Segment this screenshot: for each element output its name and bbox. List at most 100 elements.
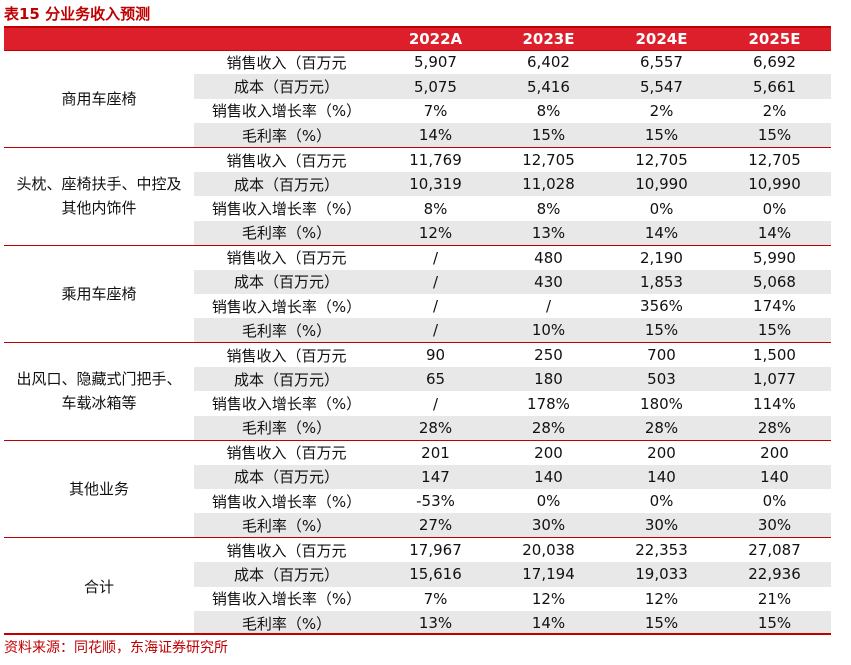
metric-label: 销售收入（百万元 xyxy=(194,342,379,368)
metric-label: 销售收入（百万元 xyxy=(194,147,379,172)
value-cell: 13% xyxy=(492,220,605,246)
metric-label: 毛利率（%） xyxy=(194,220,379,246)
metric-label: 毛利率（%） xyxy=(194,415,379,441)
category-label-line: 出风口、隐藏式门把手、 xyxy=(16,370,182,389)
header-blank-category xyxy=(4,28,194,50)
value-cell: 356% xyxy=(640,297,683,316)
value-cell: 180 xyxy=(492,367,605,392)
metric-label: 销售收入增长率（%） xyxy=(211,395,362,414)
value-cell: 147 xyxy=(379,464,492,490)
value-cell: 15% xyxy=(492,123,605,148)
value-cell: 8% xyxy=(423,199,448,218)
value-cell: 0% xyxy=(762,199,787,218)
value-cell: 14% xyxy=(605,220,718,246)
value-cell: 2% xyxy=(649,101,674,120)
table-row: 头枕、座椅扶手、中控及 其他内饰件 销售收入（百万元 11,769 12,705 12,7… xyxy=(4,147,831,246)
value-cell: 13% xyxy=(379,610,492,636)
value-cell: 14% xyxy=(492,610,605,636)
value-cell: 14% xyxy=(379,123,492,148)
category-label-line: 车载冰箱等 xyxy=(61,394,137,413)
value-cell: / xyxy=(545,297,552,316)
revenue-forecast-table: 2022A 2023E 2024E 2025E 商用车座椅 销售收入（百万元 5,9… xyxy=(4,28,831,636)
value-cell: 10% xyxy=(492,318,605,343)
value-cell: 27,087 xyxy=(718,537,831,563)
value-cell: 0% xyxy=(649,199,674,218)
table-row: 毛利率（%）/10% 15% 15% xyxy=(4,318,831,343)
value-cell: 7% xyxy=(423,101,448,120)
value-cell: 15% xyxy=(605,610,718,636)
metric-label: 销售收入增长率（%） xyxy=(211,200,362,219)
bottom-rule xyxy=(4,633,831,635)
value-cell: 12% xyxy=(379,220,492,246)
value-cell: 10,990 xyxy=(605,171,718,197)
value-cell: 8% xyxy=(536,199,561,218)
table-row: 销售收入增长率（%） 7% 8% 2% 2% xyxy=(4,99,831,123)
value-cell: 174% xyxy=(753,297,796,316)
value-cell: 30% xyxy=(718,513,831,538)
value-cell: 200 xyxy=(718,439,831,465)
value-cell: 1,853 xyxy=(605,269,718,294)
category-label-line: 头枕、座椅扶手、中控及 xyxy=(16,175,182,194)
value-cell: 65 xyxy=(379,367,492,392)
value-cell: 28% xyxy=(492,415,605,441)
metric-label: 销售收入增长率（%） xyxy=(211,297,362,316)
value-cell: 5,907 xyxy=(379,49,492,75)
table-row: 成本（百万元）/430 1,853 5,068 xyxy=(4,269,831,294)
category-label: 出风口、隐藏式门把手、 车载冰箱等 xyxy=(4,342,194,441)
value-cell: 2,190 xyxy=(605,244,718,270)
value-cell: 5,068 xyxy=(718,269,831,294)
value-cell: 0% xyxy=(762,492,787,511)
value-cell: 140 xyxy=(718,464,831,490)
value-cell: 0% xyxy=(649,492,674,511)
value-cell: 15% xyxy=(718,318,831,343)
category-label: 合计 xyxy=(4,537,194,636)
metric-label: 销售收入增长率（%） xyxy=(211,590,362,609)
value-cell: 430 xyxy=(492,269,605,294)
value-cell: 5,661 xyxy=(718,74,831,99)
value-cell: 1,500 xyxy=(718,342,831,368)
column-header: 2023E xyxy=(492,28,605,50)
value-cell: 5,416 xyxy=(492,74,605,99)
metric-label: 成本（百万元） xyxy=(194,74,379,99)
table-row: 销售收入增长率（%） -53% 0% 0% 0% xyxy=(4,489,831,513)
metric-label: 销售收入增长率（%） xyxy=(211,492,362,511)
category-label: 其他业务 xyxy=(4,439,194,538)
column-header: 2025E xyxy=(718,28,831,50)
value-cell: 27% xyxy=(379,513,492,538)
value-cell: -53% xyxy=(416,492,455,511)
value-cell: 700 xyxy=(605,342,718,368)
value-cell: 28% xyxy=(379,415,492,441)
value-cell: / xyxy=(379,269,492,294)
top-rule xyxy=(4,26,831,28)
category-label: 商用车座椅 xyxy=(4,49,194,148)
table-row: 乘用车座椅 销售收入（百万元/480 2,190 5,990 xyxy=(4,244,831,343)
value-cell: / xyxy=(379,318,492,343)
category-label: 头枕、座椅扶手、中控及 其他内饰件 xyxy=(4,147,194,246)
category-label-line: 其他业务 xyxy=(68,480,129,499)
category-label-line: 合计 xyxy=(83,577,114,596)
value-cell: 5,075 xyxy=(379,74,492,99)
table-row: 其他业务 销售收入（百万元 201 200 200 200 xyxy=(4,439,831,538)
value-cell: 250 xyxy=(492,342,605,368)
value-cell: / xyxy=(432,297,439,316)
metric-label: 成本（百万元） xyxy=(194,171,379,197)
table-row: 销售收入增长率（%） 8% 8% 0% 0% xyxy=(4,196,831,220)
header-row: 2022A 2023E 2024E 2025E xyxy=(4,28,831,50)
column-header: 2022A xyxy=(379,28,492,50)
metric-label: 成本（百万元） xyxy=(194,562,379,587)
value-cell: 5,990 xyxy=(718,244,831,270)
value-cell: 480 xyxy=(492,244,605,270)
value-cell: 180% xyxy=(640,394,683,413)
value-cell: 0% xyxy=(536,492,561,511)
metric-label: 销售收入（百万元 xyxy=(194,537,379,563)
category-label: 乘用车座椅 xyxy=(4,244,194,343)
value-cell: 1,077 xyxy=(718,367,831,392)
category-label-line: 乘用车座椅 xyxy=(61,284,137,303)
value-cell: 12,705 xyxy=(492,147,605,172)
value-cell: 22,936 xyxy=(718,562,831,587)
value-cell: 12,705 xyxy=(718,147,831,172)
value-cell: 19,033 xyxy=(605,562,718,587)
value-cell: 28% xyxy=(605,415,718,441)
table-row: 毛利率（%） 27% 30% 30% 30% xyxy=(4,513,831,538)
value-cell: 28% xyxy=(718,415,831,441)
